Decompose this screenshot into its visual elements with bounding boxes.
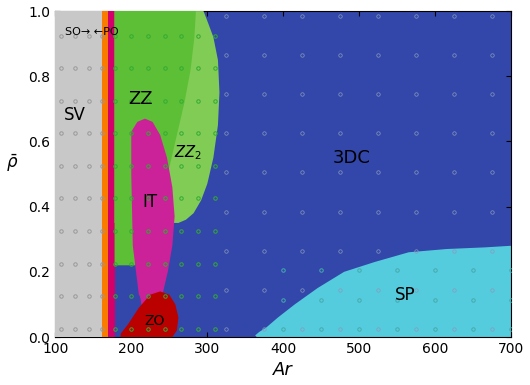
- Y-axis label: $\bar{\rho}$: $\bar{\rho}$: [5, 152, 18, 174]
- Polygon shape: [55, 11, 102, 337]
- Text: SV: SV: [64, 106, 86, 124]
- Polygon shape: [131, 119, 174, 318]
- Text: 3DC: 3DC: [333, 149, 370, 167]
- Text: ZO: ZO: [144, 314, 164, 328]
- Polygon shape: [121, 291, 179, 337]
- Text: $ZZ_2$: $ZZ_2$: [174, 144, 202, 162]
- Text: SO→ ←PO: SO→ ←PO: [65, 27, 119, 37]
- X-axis label: Ar: Ar: [273, 362, 293, 380]
- Text: IT: IT: [142, 193, 157, 211]
- Polygon shape: [114, 11, 196, 265]
- Polygon shape: [108, 11, 114, 337]
- Text: ZZ: ZZ: [128, 90, 153, 108]
- Text: SP: SP: [395, 286, 415, 304]
- Polygon shape: [255, 246, 511, 337]
- Polygon shape: [102, 11, 109, 337]
- Polygon shape: [114, 11, 219, 223]
